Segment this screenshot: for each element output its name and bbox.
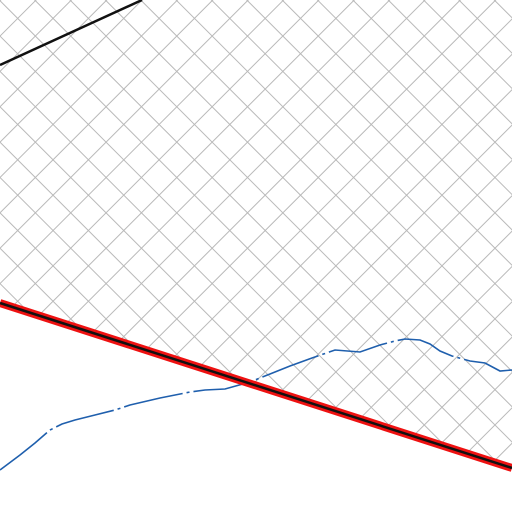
- boundary-line: [0, 0, 143, 67]
- road-center: [0, 301, 512, 470]
- route-line: [0, 338, 512, 471]
